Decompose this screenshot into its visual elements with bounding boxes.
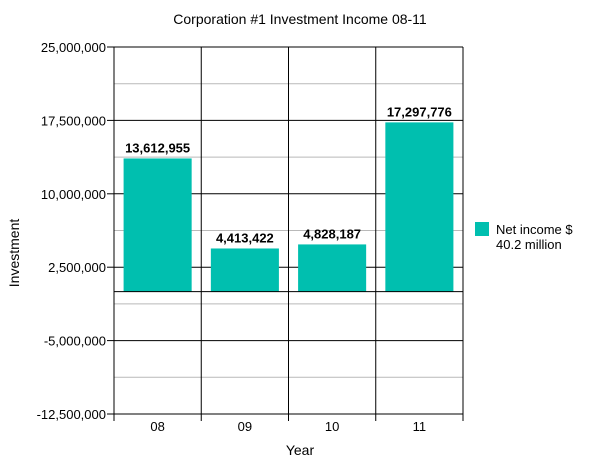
bars-layer (123, 122, 454, 292)
grid-layer (113, 46, 464, 421)
axis-layer: 25,000,000 17,500,000 10,000,000 2,500,000 -… (37, 40, 463, 422)
chart-title: Corporation #1 Investment Income 08-11 (173, 11, 427, 27)
x-tick-label: 08 (150, 419, 164, 434)
legend-swatch (475, 222, 489, 236)
bar-09 (210, 248, 279, 292)
bar-11 (385, 122, 454, 292)
y-tick-label: 17,500,000 (41, 113, 106, 128)
x-tick-label: 10 (325, 419, 339, 434)
x-tick-label: 11 (413, 419, 427, 434)
x-axis-label: Year (286, 442, 315, 458)
y-tick-label: 25,000,000 (41, 40, 106, 55)
bar-value-label: 4,413,422 (216, 230, 274, 245)
legend-label-line-1: Net income $ (496, 222, 573, 237)
bar-08 (123, 158, 192, 292)
labels-layer: 13,612,955 08 4,413,422 09 4,828,187 10 17,297… (125, 104, 452, 434)
y-tick-label: -12,500,000 (37, 407, 106, 422)
bar-10 (298, 244, 367, 292)
bar-value-label: 4,828,187 (303, 226, 361, 241)
y-axis-label: Investment (6, 219, 22, 288)
bar-value-label: 13,612,955 (125, 140, 190, 155)
legend-label-line-2: 40.2 million (496, 237, 562, 252)
y-tick-label: -5,000,000 (44, 334, 106, 349)
x-tick-label: 09 (238, 419, 252, 434)
bar-value-label: 17,297,776 (387, 104, 452, 119)
legend: Net income $ 40.2 million (475, 222, 573, 252)
y-tick-label: 10,000,000 (41, 187, 106, 202)
y-tick-label: 2,500,000 (48, 260, 106, 275)
